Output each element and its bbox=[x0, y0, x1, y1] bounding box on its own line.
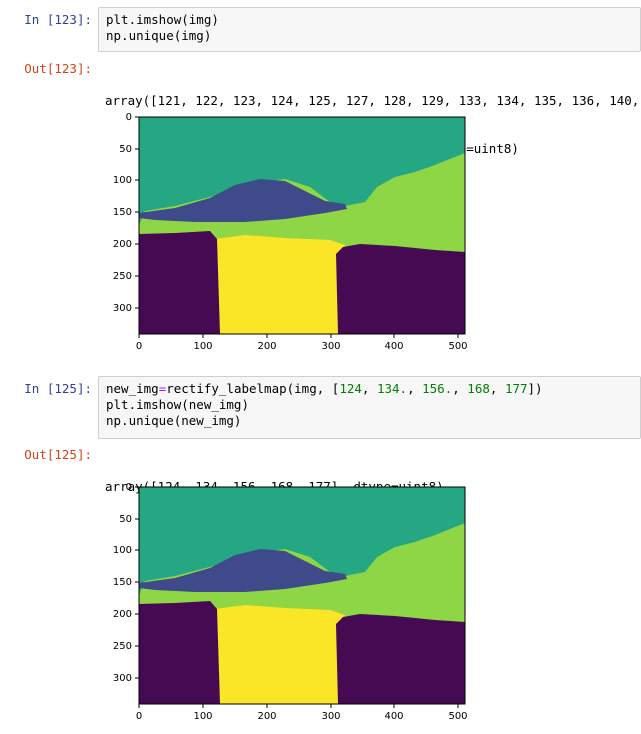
code-token-number: 177 bbox=[504, 381, 528, 396]
y-tick-label: 150 bbox=[113, 577, 132, 588]
y-tick-label: 100 bbox=[113, 545, 132, 556]
y-tick-label: 200 bbox=[113, 239, 132, 250]
x-tick-label: 200 bbox=[257, 341, 276, 352]
region-purple-left bbox=[139, 601, 220, 704]
code-line: plt.imshow(img) bbox=[106, 12, 219, 27]
y-tick-label: 200 bbox=[113, 609, 132, 620]
x-tick-label: 0 bbox=[136, 711, 142, 722]
image-area bbox=[138, 486, 466, 705]
y-tick-label: 250 bbox=[113, 641, 132, 652]
code-token-number: 156. bbox=[422, 381, 453, 396]
region-yellow bbox=[210, 235, 345, 334]
y-tick-label: 250 bbox=[113, 271, 132, 282]
plot-frame bbox=[138, 116, 466, 335]
y-tick-label: 50 bbox=[119, 514, 132, 525]
code-line: np.unique(new_img) bbox=[106, 413, 242, 428]
y-axis: 0 50 100 150 200 250 300 bbox=[113, 482, 139, 684]
x-tick-label: 400 bbox=[384, 341, 403, 352]
x-tick-label: 500 bbox=[448, 341, 467, 352]
region-purple-right bbox=[336, 244, 465, 334]
image-area bbox=[138, 116, 466, 335]
y-tick-label: 300 bbox=[113, 303, 132, 314]
input-prompt-123: In [123]: bbox=[24, 12, 92, 27]
x-axis: 0 100 200 300 400 500 bbox=[136, 704, 468, 722]
x-tick-label: 200 bbox=[257, 711, 276, 722]
y-tick-label: 0 bbox=[126, 482, 132, 493]
code-token-var: new_img bbox=[106, 381, 159, 396]
code-line: plt.imshow(new_img) bbox=[106, 397, 249, 412]
input-prompt-125: In [125]: bbox=[24, 381, 92, 396]
y-tick-label: 100 bbox=[113, 175, 132, 186]
code-line: np.unique(img) bbox=[106, 28, 212, 43]
region-yellow bbox=[210, 605, 345, 704]
region-purple-left bbox=[139, 231, 220, 334]
region-indigo bbox=[139, 549, 347, 592]
x-tick-label: 300 bbox=[321, 711, 340, 722]
code-token-func: rectify_labelmap(img, [ bbox=[166, 381, 340, 396]
code-token-op: = bbox=[158, 381, 167, 396]
x-tick-label: 100 bbox=[193, 341, 212, 352]
x-tick-label: 300 bbox=[321, 341, 340, 352]
plot-frame bbox=[138, 486, 466, 705]
code-input-cell-125[interactable]: new_img=rectify_labelmap(img, [124, 134.… bbox=[98, 376, 641, 439]
output-prompt-123: Out[123]: bbox=[24, 61, 92, 76]
x-axis: 0 100 200 300 400 500 bbox=[136, 334, 468, 352]
y-tick-label: 50 bbox=[119, 144, 132, 155]
x-tick-label: 400 bbox=[384, 711, 403, 722]
y-tick-label: 0 bbox=[126, 112, 132, 123]
code-token-number: 124 bbox=[339, 381, 362, 396]
x-tick-label: 500 bbox=[448, 711, 467, 722]
output-prompt-125: Out[125]: bbox=[24, 447, 92, 462]
output-line: array([121, 122, 123, 124, 125, 127, 128… bbox=[105, 93, 640, 108]
y-tick-label: 150 bbox=[113, 207, 132, 218]
code-token-close: ]) bbox=[527, 381, 543, 396]
imshow-plot-123: 0 100 200 300 400 500 0 50 100 150 200 2… bbox=[113, 112, 468, 352]
x-tick-label: 0 bbox=[136, 341, 142, 352]
code-token-number: 168 bbox=[467, 381, 490, 396]
imshow-plot-125: 0 100 200 300 400 500 0 50 100 150 200 2… bbox=[113, 482, 468, 722]
code-input-cell-123[interactable]: plt.imshow(img) np.unique(img) bbox=[98, 7, 641, 52]
region-purple-right bbox=[336, 614, 465, 704]
x-tick-label: 100 bbox=[193, 711, 212, 722]
code-token-number: 134. bbox=[376, 381, 408, 396]
code-line: new_img=rectify_labelmap(img, [124, 134.… bbox=[106, 381, 543, 396]
region-indigo bbox=[139, 179, 347, 222]
y-tick-label: 300 bbox=[113, 673, 132, 684]
y-axis: 0 50 100 150 200 250 300 bbox=[113, 112, 139, 314]
